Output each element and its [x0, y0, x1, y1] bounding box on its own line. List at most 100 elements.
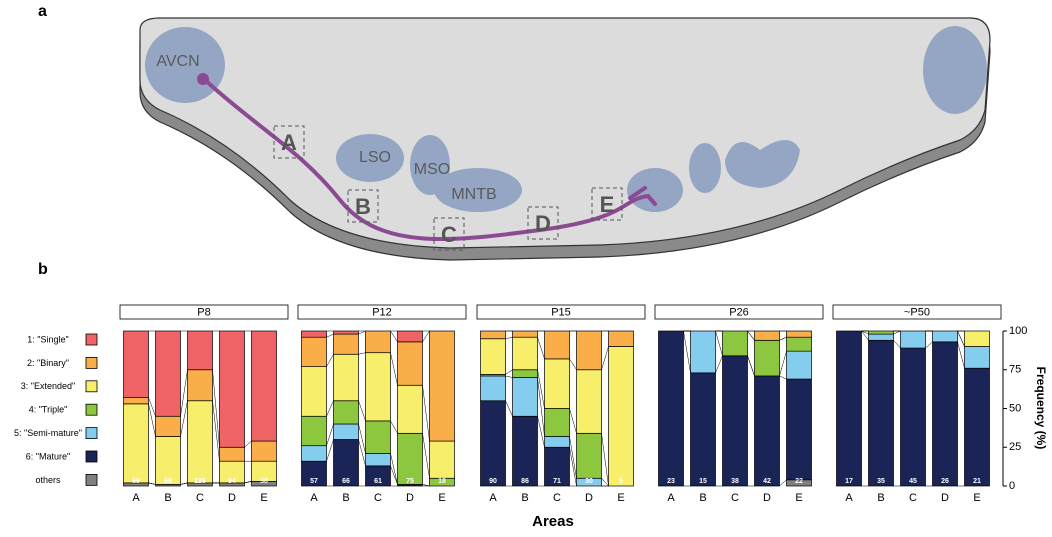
bar-segment [787, 351, 812, 379]
n-label: 75 [406, 478, 414, 485]
x-tick-label: B [164, 492, 171, 504]
legend-label: 2: "Binary" [27, 358, 69, 368]
connector [684, 331, 691, 373]
region-label: MNTB [451, 186, 496, 203]
x-axis-label: Areas [532, 513, 574, 530]
bar-segment [787, 379, 812, 480]
y-tick-label: 25 [1009, 441, 1021, 453]
legend-label: 3: "Extended" [21, 381, 75, 391]
legend-label: 4: "Triple" [29, 405, 68, 415]
bar-segment [302, 446, 327, 462]
bar-segment [430, 331, 455, 441]
bar-segment [302, 331, 327, 337]
x-tick-label: E [438, 492, 445, 504]
x-tick-label: B [699, 492, 706, 504]
connector [780, 351, 787, 376]
n-label: 68 [164, 478, 172, 485]
n-label: 38 [260, 478, 268, 485]
x-tick-label: D [228, 492, 236, 504]
bar-segment [577, 433, 602, 478]
x-tick-label: C [909, 492, 917, 504]
bar-segment [723, 331, 748, 356]
x-tick-label: E [795, 492, 802, 504]
connector [748, 331, 755, 340]
bar-segment [545, 331, 570, 359]
n-label: 57 [310, 478, 318, 485]
bar-segment [302, 416, 327, 445]
bar-segment [545, 409, 570, 437]
connector [570, 359, 577, 370]
y-tick-label: 0 [1009, 480, 1015, 492]
x-tick-label: D [406, 492, 414, 504]
x-tick-label: A [489, 492, 497, 504]
figure: a b AVCN LSO MSO MNTB A B C D E Areas Fr… [0, 0, 1052, 537]
bar-segment [124, 404, 149, 483]
legend-label: 6: "Mature" [26, 451, 70, 461]
area-label: B [355, 194, 371, 219]
n-label: 38 [731, 478, 739, 485]
bar-segment [156, 331, 181, 416]
bar-segment [481, 401, 506, 486]
connector [538, 337, 545, 359]
bar-segment [933, 331, 958, 342]
connector [181, 370, 188, 417]
connector [327, 401, 334, 417]
bar-segment [545, 436, 570, 447]
bar-segment [513, 337, 538, 370]
bar-segment [334, 354, 359, 401]
region-label: LSO [359, 149, 391, 166]
connector [506, 337, 513, 339]
area-label: E [600, 192, 615, 217]
n-label: 15 [699, 478, 707, 485]
panel-title: P15 [551, 306, 571, 318]
connector [423, 385, 430, 441]
connector [245, 441, 252, 447]
bar-segment [366, 331, 391, 353]
connector [780, 376, 787, 379]
bar-segment [755, 376, 780, 486]
connector [423, 331, 430, 342]
nucleus [689, 143, 721, 193]
bar-segment [220, 447, 245, 461]
bar-segment [787, 337, 812, 351]
bar-segment [188, 370, 213, 401]
bar-segment [124, 331, 149, 398]
bar-segment [869, 340, 894, 486]
y-axis-label: Frequency (%) [1034, 367, 1048, 450]
x-tick-label: B [342, 492, 349, 504]
bar-segment [188, 401, 213, 483]
connector [149, 404, 156, 437]
bar-segment [398, 331, 423, 342]
x-tick-label: D [763, 492, 771, 504]
bar-segment [398, 433, 423, 484]
n-label: 90 [489, 478, 497, 485]
x-tick-label: A [310, 492, 318, 504]
connector [423, 433, 430, 478]
connector [716, 356, 723, 373]
legend-label: 1: "Single" [27, 334, 68, 344]
bar-segment [837, 331, 862, 486]
y-tick-label: 50 [1009, 402, 1021, 414]
n-label: 86 [521, 478, 529, 485]
bar-segment [220, 331, 245, 447]
bar-segment [869, 334, 894, 340]
n-label: 126 [194, 478, 206, 485]
panel-title: ~P50 [904, 306, 930, 318]
x-tick-label: E [260, 492, 267, 504]
bar-segment [334, 424, 359, 440]
bar-segment [481, 376, 506, 401]
bar-segment [513, 331, 538, 337]
panel-title: P8 [197, 306, 210, 318]
connector [780, 337, 787, 340]
connector [716, 331, 723, 356]
legend-label: others [35, 475, 61, 485]
x-tick-label: C [731, 492, 739, 504]
legend-swatch [86, 428, 97, 439]
bar-segment [787, 331, 812, 337]
bar-segment [302, 337, 327, 366]
bar-segment [577, 370, 602, 434]
y-tick-label: 75 [1009, 364, 1021, 376]
connector [894, 331, 901, 334]
nucleus [923, 26, 987, 114]
n-label: 22 [795, 478, 803, 485]
